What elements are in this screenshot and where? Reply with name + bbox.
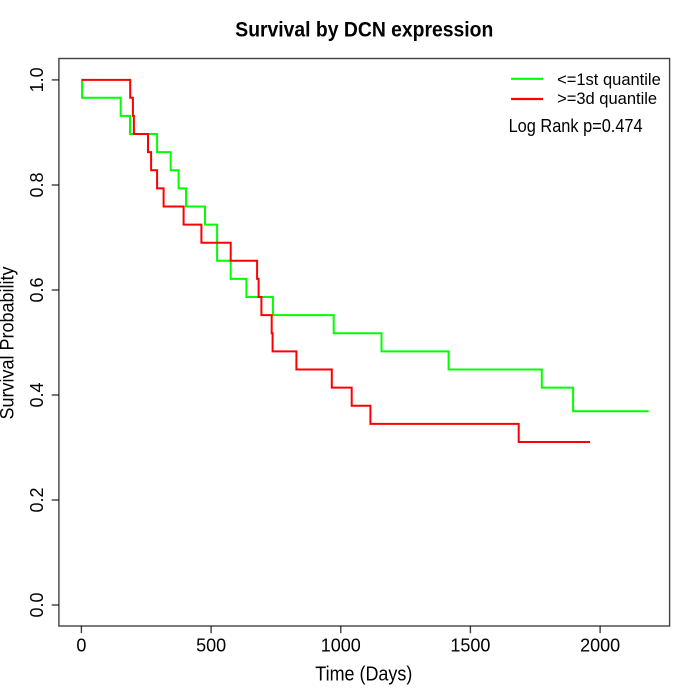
- svg-text:>=3d quantile: >=3d quantile: [557, 90, 657, 108]
- svg-text:0: 0: [76, 636, 86, 656]
- svg-text:1.0: 1.0: [27, 67, 47, 92]
- svg-text:0.6: 0.6: [27, 277, 47, 302]
- svg-text:0.8: 0.8: [27, 172, 47, 197]
- svg-text:500: 500: [196, 636, 226, 656]
- svg-text:<=1st quantile: <=1st quantile: [557, 71, 661, 89]
- svg-text:Time (Days): Time (Days): [315, 664, 412, 686]
- svg-text:Survival by DCN expression: Survival by DCN expression: [235, 19, 493, 42]
- svg-text:2000: 2000: [580, 636, 620, 656]
- svg-text:0.0: 0.0: [27, 592, 47, 617]
- svg-text:1000: 1000: [321, 636, 361, 656]
- svg-text:Log Rank p=0.474: Log Rank p=0.474: [509, 116, 643, 136]
- svg-text:0.2: 0.2: [27, 487, 47, 512]
- svg-text:0.4: 0.4: [27, 382, 47, 407]
- svg-text:1500: 1500: [450, 636, 490, 656]
- svg-text:Survival Probability: Survival Probability: [0, 266, 19, 419]
